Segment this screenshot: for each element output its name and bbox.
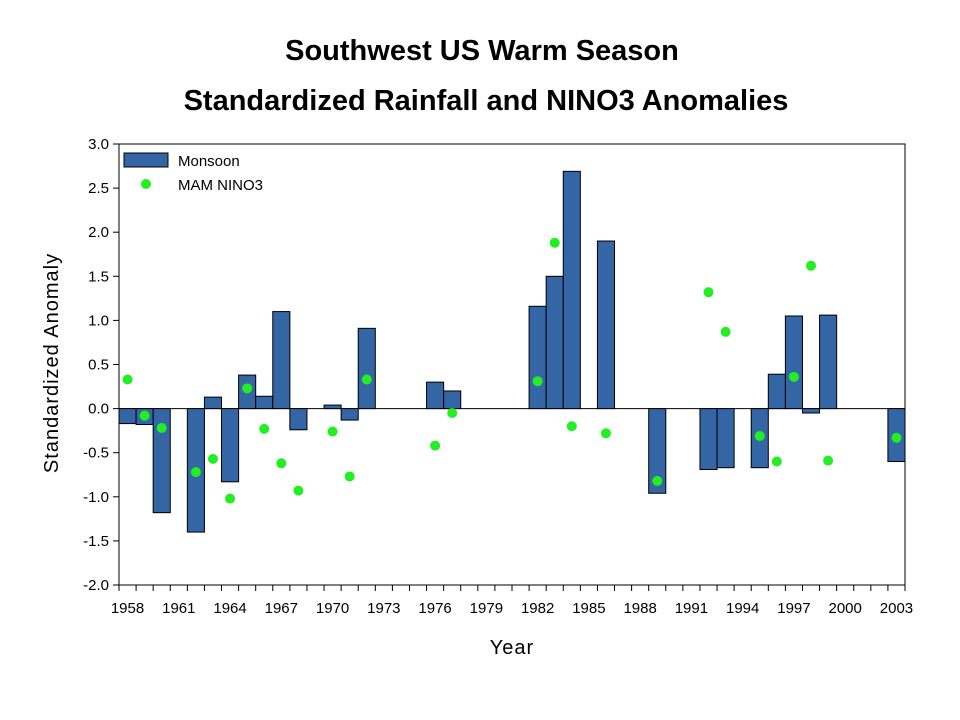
plot-area: 3.0 2.5 2.0 1.5 1.0 0.5 0.0 -0.5 -1.0 -1.5 -2.0195…	[83, 136, 913, 617]
bar-1960	[152, 408, 171, 514]
y-tick-label: -1.5	[83, 533, 109, 550]
nino3-point-1996	[771, 456, 782, 467]
y-tick-label: 2.5	[88, 180, 109, 197]
nino3-point-1992	[703, 287, 714, 298]
legend-marker-nino3	[141, 179, 151, 189]
nino3-point-1967	[276, 458, 287, 469]
y-tick-label: 0.5	[88, 357, 109, 374]
bar-1982	[528, 305, 547, 410]
nino3-point-1968	[293, 485, 304, 496]
x-tick-label: 1973	[367, 600, 400, 617]
nino3-point-1997	[788, 371, 799, 382]
nino3-point-1984	[566, 421, 577, 432]
nino3-point-1993	[720, 326, 731, 337]
nino3-point-1962	[190, 467, 201, 478]
x-tick-label: 2000	[829, 600, 862, 617]
x-tick-label: 1970	[316, 600, 349, 617]
nino3-point-1965	[242, 383, 253, 394]
y-tick-label: 1.5	[88, 268, 109, 285]
bar-1986	[596, 240, 616, 410]
nino3-point-1983	[549, 237, 560, 248]
nino3-point-1995	[754, 430, 765, 441]
x-tick-label: 1982	[521, 600, 554, 617]
bar-1972	[357, 327, 376, 410]
nino3-point-1998	[806, 260, 817, 271]
x-tick-label: 1994	[726, 600, 759, 617]
nino3-point-1989	[652, 475, 663, 486]
y-tick-label: 0.0	[88, 401, 109, 418]
legend-label-nino3: MAM NINO3	[178, 177, 263, 194]
chart-title-line-2: Standardized Rainfall and NINO3 Anomalie…	[184, 85, 789, 117]
nino3-point-1999	[823, 455, 834, 466]
nino3-point-1970	[327, 426, 338, 437]
bar-1966	[255, 395, 274, 410]
legend-swatch-monsoon	[123, 152, 169, 168]
y-tick-label: 1.0	[88, 312, 109, 329]
nino3-point-1960	[156, 423, 167, 434]
bar-1984	[562, 170, 581, 410]
nino3-point-1986	[600, 428, 611, 439]
chart-title-line-1: Southwest US Warm Season	[285, 35, 679, 67]
nino3-point-1959	[139, 410, 150, 421]
x-tick-label: 1958	[111, 600, 144, 617]
nino3-point-1977	[447, 408, 458, 419]
bar-1964	[221, 408, 240, 483]
x-tick-label: 1988	[623, 600, 656, 617]
x-axis-label: Year	[490, 637, 534, 659]
y-tick-label: -2.0	[83, 577, 109, 594]
x-tick-label: 1997	[777, 600, 810, 617]
y-tick-label: -0.5	[83, 445, 109, 462]
bar-1968	[289, 408, 308, 431]
bar-1993	[716, 408, 735, 469]
nino3-point-1963	[207, 453, 218, 464]
bar-1958	[118, 408, 137, 425]
legend: Monsoon MAM NINO3	[123, 152, 263, 194]
bar-1967	[272, 311, 291, 410]
x-tick-label: 1991	[675, 600, 708, 617]
x-tick-label: 2003	[880, 600, 913, 617]
bar-1963	[203, 396, 223, 410]
x-tick-label: 1985	[572, 600, 605, 617]
nino3-point-1964	[225, 493, 236, 504]
nino3-point-1958	[122, 374, 133, 385]
y-tick-label: -1.0	[83, 489, 109, 506]
bar-1996	[767, 373, 786, 410]
bar-1989	[648, 408, 667, 494]
y-tick-label: 3.0	[88, 136, 109, 153]
x-tick-label: 1964	[213, 600, 246, 617]
bar-1977	[443, 390, 462, 410]
bar-1970	[323, 404, 342, 410]
bar-1983	[545, 275, 564, 410]
bar-1998	[801, 408, 821, 414]
legend-label-monsoon: Monsoon	[178, 153, 240, 170]
nino3-point-1982	[532, 376, 543, 387]
bar-1999	[819, 314, 838, 410]
y-axis-label: Standardized Anomaly	[41, 253, 63, 473]
nino3-point-1971	[344, 471, 355, 482]
nino3-point-1976	[430, 440, 441, 451]
x-tick-label: 1979	[470, 600, 503, 617]
nino3-point-1972	[361, 374, 372, 385]
bar-1971	[340, 408, 359, 421]
bar-1976	[426, 381, 445, 410]
x-tick-label: 1967	[265, 600, 298, 617]
bar-1997	[784, 315, 803, 410]
nino3-point-1966	[259, 423, 270, 434]
bar-1992	[699, 408, 718, 470]
x-tick-label: 1961	[162, 600, 195, 617]
x-tick-label: 1976	[418, 600, 451, 617]
nino3-point-2003	[891, 432, 902, 443]
y-tick-label: 2.0	[88, 224, 109, 241]
